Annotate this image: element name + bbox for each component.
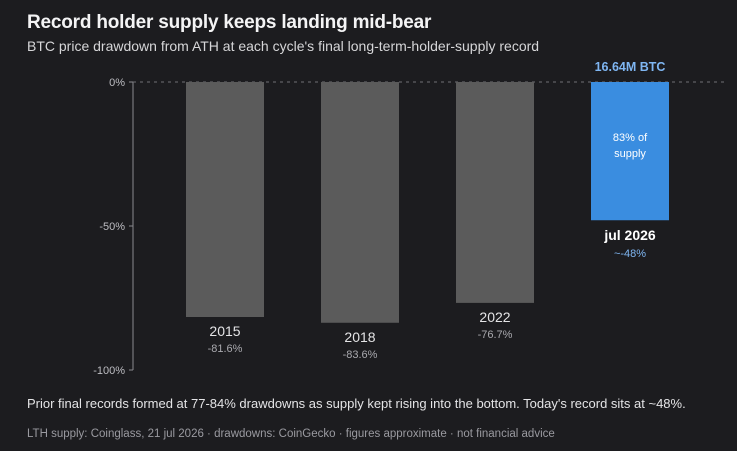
chart-subtitle: BTC price drawdown from ATH at each cycl…	[27, 38, 540, 54]
bar-historical	[186, 82, 264, 318]
bar-inner-label: 83% of	[613, 132, 648, 144]
bar-historical	[321, 82, 399, 323]
chart-source: LTH supply: Coinglass, 21 jul 2026 · dra…	[27, 428, 555, 440]
y-tick-label: -50%	[99, 221, 125, 233]
bar-top-label: 16.64M BTC	[595, 60, 666, 74]
category-label: 2022	[479, 309, 510, 325]
y-tick-label: -100%	[93, 365, 125, 377]
value-label: -76.7%	[478, 329, 513, 341]
bar-current	[591, 82, 669, 221]
y-tick-label: 0%	[109, 77, 125, 89]
category-label: 2015	[209, 323, 240, 339]
category-label: 2018	[344, 329, 375, 345]
value-label: ~-48%	[614, 248, 646, 260]
chart-title: Record holder supply keeps landing mid-b…	[27, 12, 432, 33]
value-label: -83.6%	[343, 349, 378, 361]
bar-inner-label: supply	[614, 148, 646, 160]
value-label: -81.6%	[208, 343, 243, 355]
bar-historical	[456, 82, 534, 303]
chart-note: Prior final records formed at 77-84% dra…	[27, 396, 686, 411]
category-label: jul 2026	[603, 227, 656, 243]
